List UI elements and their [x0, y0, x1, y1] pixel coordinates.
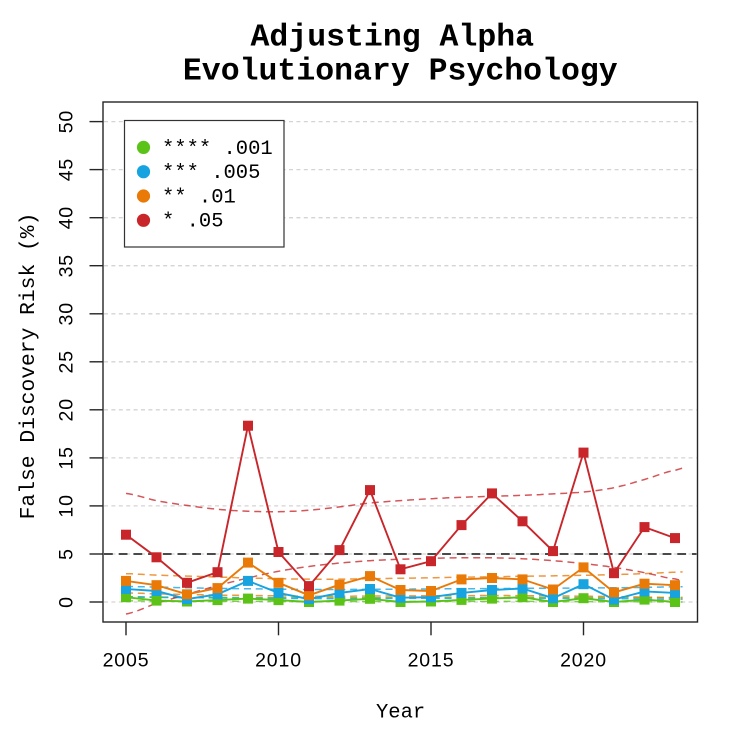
svg-text:2015: 2015 — [408, 650, 455, 672]
svg-text:0: 0 — [56, 596, 78, 608]
svg-text:10: 10 — [56, 494, 78, 517]
svg-text:2020: 2020 — [560, 650, 607, 672]
svg-text:* .05: * .05 — [162, 211, 224, 234]
svg-text:40: 40 — [56, 206, 78, 229]
svg-text:2010: 2010 — [255, 650, 302, 672]
svg-text:*** .005: *** .005 — [162, 162, 260, 185]
svg-text:Year: Year — [376, 702, 425, 725]
svg-text:20: 20 — [56, 398, 78, 421]
svg-text:5: 5 — [56, 548, 78, 560]
svg-text:Adjusting Alpha: Adjusting Alpha — [251, 21, 535, 56]
svg-text:50: 50 — [56, 110, 78, 133]
svg-text:2005: 2005 — [103, 650, 150, 672]
svg-text:15: 15 — [56, 446, 78, 469]
svg-text:** .01: ** .01 — [162, 186, 236, 209]
svg-text:Evolutionary Psychology: Evolutionary Psychology — [183, 55, 618, 90]
svg-text:30: 30 — [56, 302, 78, 325]
svg-text:**** .001: **** .001 — [162, 138, 273, 161]
svg-text:35: 35 — [56, 254, 78, 277]
svg-text:45: 45 — [56, 158, 78, 181]
svg-text:25: 25 — [56, 350, 78, 373]
svg-text:False Discovery Risk (%): False Discovery Risk (%) — [17, 213, 41, 520]
